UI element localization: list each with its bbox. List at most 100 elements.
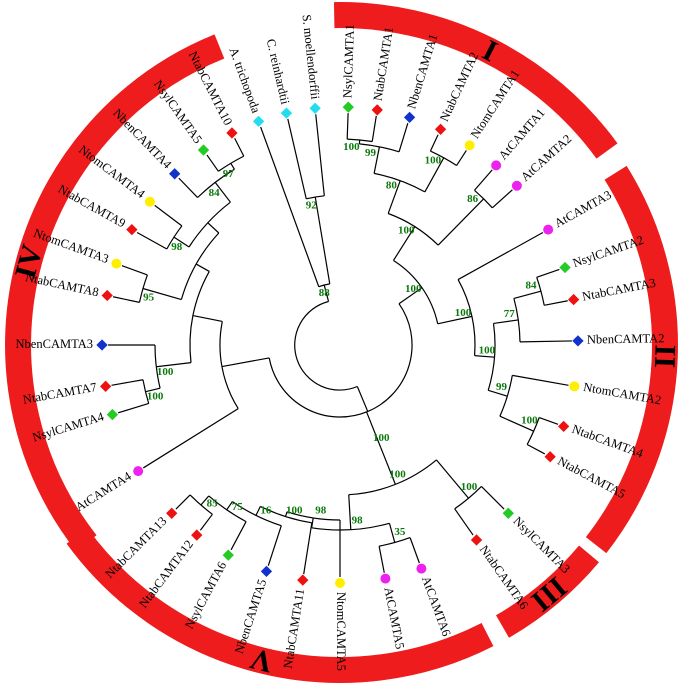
leaf-label: A. trichopoda	[226, 46, 263, 116]
branch	[112, 296, 140, 303]
branch	[437, 198, 485, 246]
leaf-marker-circle	[133, 466, 144, 477]
branch	[200, 495, 210, 506]
leaf-label: AtCAMTA6	[419, 574, 454, 638]
branch	[156, 362, 192, 368]
leaf-label: NtabCAMTA2	[437, 50, 481, 124]
branch	[513, 290, 542, 299]
branch	[356, 386, 369, 412]
bootstrap-value: 95	[143, 292, 155, 304]
branch	[398, 122, 409, 153]
clade-arc-ii	[585, 165, 678, 554]
leaf-marker-diamond	[280, 107, 293, 119]
leaf-marker-diamond	[502, 507, 514, 519]
leaf-label: NsylCAMTA6	[182, 559, 229, 631]
leaf-label: NbenCAMTA5	[232, 577, 269, 655]
branch	[373, 146, 380, 174]
leaf-label: NtomCAMTA5	[334, 592, 348, 671]
branch	[173, 236, 190, 248]
branch	[366, 411, 382, 448]
branch	[429, 134, 439, 152]
leaf-label: NtabCAMTA12	[136, 537, 196, 610]
bootstrap-value: 97	[223, 168, 235, 180]
leaf-marker-diamond	[403, 111, 416, 124]
clade-label: II	[648, 344, 682, 368]
branch	[323, 284, 330, 302]
branch	[311, 517, 314, 528]
bootstrap-value: 77	[504, 308, 516, 320]
branch	[178, 177, 199, 198]
branch	[260, 126, 320, 287]
branch-arc	[189, 271, 210, 363]
leaf-marker-circle	[511, 180, 522, 191]
leaf-label: NbenCAMTA4	[110, 106, 174, 172]
bootstrap-value: 98	[352, 515, 364, 527]
branch	[346, 113, 349, 140]
leaf-marker-diamond	[559, 261, 571, 274]
leaf-marker-diamond	[96, 339, 108, 351]
branch	[348, 494, 352, 530]
branch-arc	[188, 201, 231, 248]
bootstrap-value: 99	[496, 381, 508, 393]
leaf-marker-diamond	[101, 289, 113, 302]
branch-arc	[197, 168, 235, 198]
branch	[493, 319, 519, 325]
bootstrap-value: 84	[209, 187, 221, 199]
leaf-marker-diamond	[309, 102, 321, 114]
branch	[121, 265, 148, 276]
bootstrap-value: 100	[389, 468, 406, 480]
branch	[314, 196, 331, 284]
bootstrap-value: 100	[398, 224, 415, 236]
branch	[488, 389, 508, 397]
bootstrap-value: 100	[157, 366, 174, 378]
branch	[392, 226, 416, 261]
leaf-marker-diamond	[567, 293, 580, 306]
leaf-label: NsylCAMTA5	[151, 77, 205, 146]
branch-arc	[286, 511, 341, 521]
leaf-marker-circle	[416, 563, 427, 574]
branch	[142, 287, 182, 301]
branch-arc	[359, 143, 400, 153]
branch	[226, 501, 233, 511]
branch	[536, 268, 560, 278]
branch	[398, 287, 423, 305]
leaf-marker-diamond	[572, 335, 584, 347]
branch	[230, 521, 247, 551]
branch	[380, 447, 396, 485]
branch	[207, 222, 220, 234]
branch	[424, 157, 445, 193]
leaf-marker-diamond	[222, 549, 234, 561]
leaf-label: NtabCAMTA1	[371, 26, 397, 102]
branch	[154, 204, 183, 227]
leaf-label: AtCAMTA3	[552, 188, 614, 231]
leaf-label: NbenCAMTA3	[16, 337, 93, 351]
leaf-label: NbenCAMTA2	[587, 331, 665, 346]
leaf-marker-diamond	[297, 574, 309, 586]
bootstrap-value: 100	[343, 141, 360, 153]
leaf-marker-diamond	[166, 507, 178, 519]
bootstrap-value: 16	[260, 505, 272, 517]
branch	[192, 314, 223, 323]
leaf-marker-circle	[335, 578, 345, 588]
bootstrap-value: 75	[232, 501, 244, 513]
leaf-marker-diamond	[544, 451, 556, 463]
bootstrap-value: 100	[425, 155, 442, 167]
branch	[136, 231, 168, 250]
leaf-label: NsylCAMTA1	[340, 24, 357, 98]
branch	[234, 138, 245, 157]
leaf-label: NtabCAMTA6	[477, 543, 531, 612]
leaf-marker-diamond	[126, 223, 138, 236]
bootstrap-value: 100	[286, 504, 303, 516]
bootstrap-value: 92	[306, 199, 318, 211]
leaf-marker-diamond	[470, 534, 483, 546]
bootstrap-value: 84	[526, 279, 538, 291]
leaf-label: AtCAMTA5	[381, 586, 407, 650]
leaf-label: NtabCAMTA5	[555, 454, 628, 501]
branch	[142, 408, 239, 469]
branch	[255, 506, 261, 516]
leaf-marker-diamond	[191, 529, 203, 541]
branch	[544, 300, 568, 306]
leaf-label: NtabCAMTA4	[570, 422, 646, 461]
branch	[474, 354, 495, 358]
